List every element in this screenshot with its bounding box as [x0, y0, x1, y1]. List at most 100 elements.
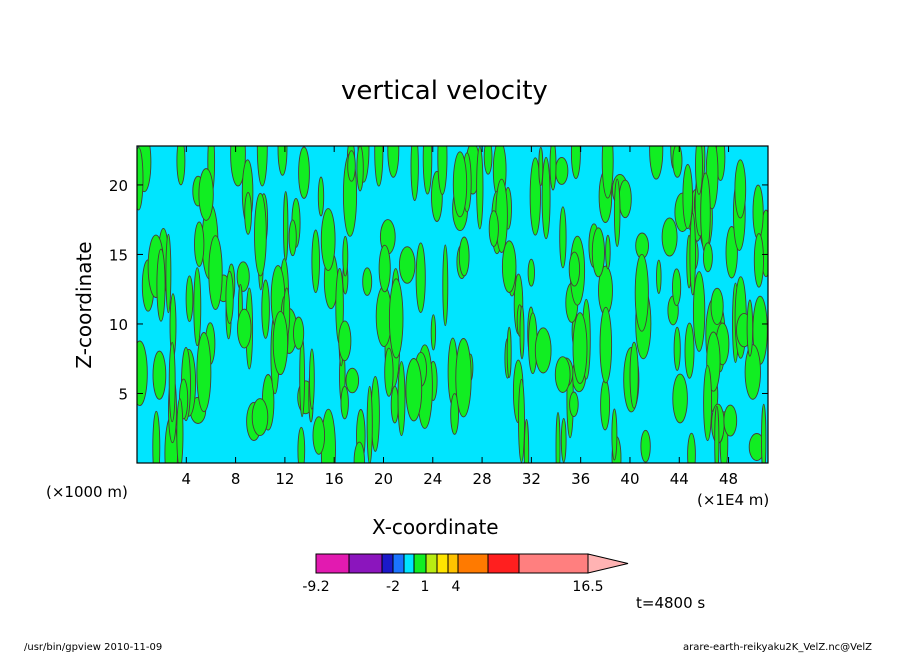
footer-left: /usr/bin/gpview 2010-11-09 — [24, 642, 163, 653]
updraft-cell — [450, 393, 459, 435]
updraft-cell — [753, 233, 764, 288]
updraft-cell — [601, 146, 614, 199]
colorbar-swatch — [436, 553, 449, 574]
updraft-cell — [298, 146, 310, 199]
updraft-cell — [689, 213, 696, 296]
x-unit-right: (×1E4 m) — [697, 491, 770, 509]
updraft-cell — [390, 385, 399, 424]
updraft-cell — [527, 258, 535, 287]
updraft-cell — [599, 306, 613, 384]
colorbar-swatch — [413, 553, 427, 574]
updraft-cell — [168, 342, 176, 423]
updraft-cell — [230, 146, 246, 187]
updraft-cell — [196, 332, 212, 413]
updraft-cell — [156, 248, 166, 322]
updraft-cell — [458, 236, 470, 277]
updraft-cell — [734, 159, 747, 219]
updraft-cell — [256, 146, 268, 187]
updraft-cell — [611, 408, 618, 461]
updraft-cell — [137, 147, 144, 211]
updraft-cell — [682, 163, 693, 230]
updraft-cell — [309, 348, 315, 410]
colorbar-swatch — [348, 553, 383, 574]
updraft-cell — [261, 279, 270, 339]
updraft-cell — [293, 316, 305, 350]
plot-frame — [136, 145, 769, 464]
contour-field — [137, 146, 768, 463]
updraft-cell — [237, 308, 252, 349]
updraft-cell — [488, 210, 499, 247]
updraft-cell — [312, 416, 326, 455]
updraft-cell — [714, 405, 720, 463]
updraft-cell — [634, 253, 649, 332]
colorbar: -9.2 -2 1 4 16.5 — [302, 553, 629, 595]
updraft-cell — [225, 270, 234, 324]
updraft-cell — [523, 419, 530, 463]
y-axis-ticks: 5 10 15 20 — [109, 177, 768, 403]
updraft-cell — [661, 217, 678, 257]
updraft-cell — [702, 242, 713, 273]
updraft-cell — [684, 322, 695, 379]
field-plumes — [137, 146, 768, 463]
updraft-cell — [137, 340, 148, 407]
updraft-cell — [695, 146, 703, 195]
updraft-cell — [277, 146, 288, 176]
colorbar-swatch — [381, 553, 394, 574]
colorbar-swatch — [518, 553, 589, 574]
colorbar-label: -9.2 — [302, 579, 329, 595]
updraft-cell — [572, 312, 588, 384]
updraft-cell — [165, 233, 172, 314]
updraft-cell — [374, 146, 384, 187]
y-axis-label: Z-coordinate — [72, 241, 96, 369]
updraft-cell — [746, 299, 754, 357]
updraft-cell — [288, 219, 297, 257]
updraft-cell — [703, 365, 713, 442]
updraft-cell — [672, 373, 688, 424]
updraft-cell — [311, 229, 320, 294]
updraft-cell — [618, 179, 632, 219]
y-tick-label: 5 — [118, 385, 128, 403]
updraft-cell — [442, 244, 449, 327]
updraft-cell — [384, 347, 394, 397]
updraft-cell — [356, 146, 364, 192]
updraft-cell — [193, 267, 202, 347]
y-tick-label: 10 — [109, 316, 128, 334]
updraft-cell — [251, 398, 269, 437]
x-unit-left: (×1000 m) — [46, 483, 128, 501]
updraft-cell — [387, 146, 400, 178]
updraft-cell — [353, 441, 365, 463]
updraft-cell — [649, 146, 664, 180]
updraft-cell — [692, 271, 706, 352]
updraft-cell — [518, 378, 525, 463]
colorbar-label: -2 — [386, 579, 400, 595]
y-tick-label: 20 — [109, 177, 128, 195]
updraft-cell — [570, 146, 581, 180]
x-tick-label: 20 — [374, 470, 393, 488]
updraft-cell — [613, 178, 621, 247]
updraft-cell — [405, 358, 423, 422]
x-tick-label: 16 — [325, 470, 344, 488]
footer-right: arare-earth-reikyaku2K_VelZ.nc@VelZ — [683, 642, 873, 653]
updraft-cell — [185, 275, 194, 323]
updraft-cell — [672, 146, 683, 178]
updraft-cell — [529, 157, 541, 236]
x-tick-label: 12 — [275, 470, 294, 488]
updraft-cell — [378, 244, 391, 293]
updraft-cell — [559, 206, 567, 269]
updraft-cell — [605, 234, 611, 270]
updraft-cell — [283, 191, 289, 262]
updraft-cell — [501, 240, 517, 293]
updraft-cell — [725, 225, 738, 279]
updraft-cell — [455, 338, 472, 418]
updraft-cell — [452, 151, 468, 218]
updraft-cell — [506, 326, 512, 379]
updraft-cell — [554, 356, 571, 393]
x-tick-label: 24 — [423, 470, 442, 488]
updraft-cell — [152, 410, 161, 463]
updraft-cell — [176, 398, 184, 463]
updraft-cell — [761, 403, 767, 463]
updraft-cell — [236, 261, 250, 292]
updraft-cell — [366, 385, 373, 463]
colorbar-swatch — [487, 553, 520, 574]
